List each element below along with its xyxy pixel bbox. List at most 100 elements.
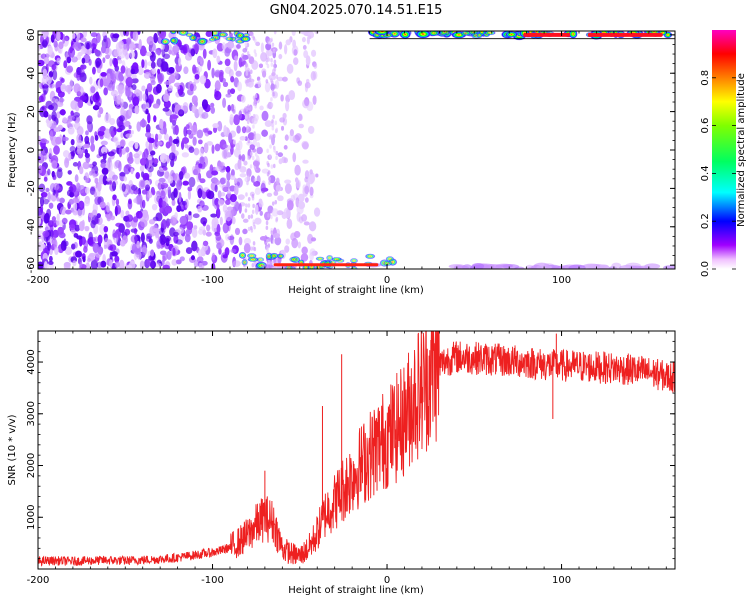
spectrogram-cell [134, 245, 142, 255]
spectrogram-cell [141, 85, 146, 92]
spectrogram-cell [254, 152, 258, 157]
spectrogram-cell [266, 172, 270, 177]
spectrogram-cell [266, 63, 270, 69]
spectrogram-cell [264, 81, 271, 93]
spectrogram-cell [245, 128, 249, 134]
spectrogram-cell [568, 264, 586, 269]
spectrogram-cell [59, 31, 64, 40]
spectrogram-cell [38, 150, 42, 159]
spectrogram-cell [148, 137, 155, 144]
spectrogram-cell [77, 207, 84, 218]
spectrogram-cell [211, 217, 219, 229]
spectrogram-cell [149, 260, 157, 269]
spectrogram-cell [211, 144, 215, 155]
spectrogram-cell [60, 77, 65, 83]
spectrogram-cell [140, 180, 145, 188]
spectrogram-cell [274, 265, 282, 269]
spectrogram-cell [230, 76, 235, 83]
spectrogram-cell [102, 57, 106, 64]
spectrogram-cell [130, 184, 138, 191]
spectrogram-cell [251, 33, 254, 39]
spectrogram-cell [188, 211, 192, 216]
spectrogram-cell [38, 95, 44, 103]
spectrogram-cell [192, 213, 200, 219]
spectrogram-cell [61, 136, 69, 142]
spectrogram-cell [201, 111, 209, 119]
spectrogram-cell [137, 65, 144, 76]
spectrogram-cell [225, 233, 230, 241]
spectrogram-cell [268, 154, 272, 159]
spectrogram-cell [206, 170, 213, 179]
spectrogram-cell [161, 200, 167, 207]
spectrogram-cell [205, 231, 212, 237]
spectrogram-cell [206, 224, 211, 232]
spectrogram-cell [285, 39, 291, 46]
spectrogram-cell [109, 72, 115, 80]
spectrogram-cell [90, 259, 98, 269]
spectrogram-cell [246, 124, 249, 130]
spectrogram-cell [230, 169, 235, 177]
spectrogram-cell [258, 63, 264, 69]
spectrogram-cell [270, 164, 274, 169]
spectrogram-cell [245, 203, 248, 208]
spectrogram-cell [307, 173, 315, 185]
spectrogram-cell [230, 175, 236, 180]
spectrogram-cell [139, 164, 145, 172]
spectrogram-cell [44, 226, 49, 232]
spectrogram-cell [109, 118, 116, 126]
colorbar-tick-label: 0.2 [700, 213, 711, 229]
snr-y-label: SNR (10 * v/v) [7, 414, 18, 485]
spectrogram-cell [270, 78, 273, 83]
spectrogram-cell [256, 146, 263, 155]
spectrogram-cell [222, 81, 229, 87]
spectrogram-cell [128, 198, 132, 205]
spectrogram-cell [274, 92, 278, 97]
spectrogram-cell [123, 31, 127, 36]
spectrogram-cell [71, 56, 78, 63]
spectrogram-cell [234, 178, 238, 184]
spectrogram-cell [267, 259, 271, 264]
spectrogram-cell [301, 36, 306, 43]
spectrogram-cell [101, 167, 109, 175]
spectrogram-cell [57, 167, 63, 172]
spectrogram-cell [142, 172, 150, 181]
spectrogram-cell [235, 70, 242, 77]
spectrogram-cell [297, 193, 305, 203]
spectrogram-cell [85, 130, 89, 136]
spectrogram-cell [119, 124, 126, 131]
spectrogram-cell [551, 266, 563, 269]
spectrogram-cell [173, 187, 178, 198]
spectrogram-cell [256, 142, 261, 148]
spectrogram-cell [159, 118, 164, 130]
spectrogram-cell [188, 146, 195, 153]
spectrogram-cell [155, 231, 160, 238]
spectrogram-cell [259, 210, 263, 216]
spectrogram-cell [211, 31, 220, 37]
spectrogram-cell [251, 80, 254, 85]
spectrogram-cell [260, 52, 268, 62]
spectrogram-cell [261, 129, 268, 137]
spectrogram-cell [307, 31, 315, 39]
spectrogram-cell [193, 147, 200, 156]
spectrogram-cell [187, 186, 193, 192]
spectrogram-cell [294, 164, 301, 176]
spectrogram-cell [152, 228, 161, 233]
spectrogram-cell [222, 254, 228, 259]
spectrogram-cell [260, 264, 274, 269]
spectrogram-cell [385, 256, 395, 262]
spectrogram-cell [102, 151, 107, 160]
spectrogram-cell [241, 259, 248, 266]
spectrogram-cell [245, 107, 249, 112]
spectrogram-cell [302, 45, 307, 50]
spectrogram-cell [260, 42, 264, 53]
spectrogram-cell [230, 88, 236, 95]
spectrogram-cell [182, 200, 187, 206]
spectrogram-cell [272, 92, 276, 97]
spectrogram-cell [272, 163, 276, 169]
spectrogram-cell [72, 209, 79, 216]
spectrogram-cell [247, 67, 251, 73]
colorbar-ticks: 0.0 0.2 0.4 0.6 0.8 [700, 70, 736, 277]
spectrogram-cell [93, 191, 97, 198]
spectrogram-cell [178, 56, 182, 67]
spectrogram-cell [99, 126, 106, 132]
